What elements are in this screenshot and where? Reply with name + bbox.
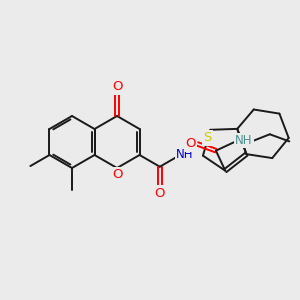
- Text: NH: NH: [176, 148, 194, 161]
- Text: O: O: [185, 137, 196, 151]
- Text: O: O: [154, 187, 165, 200]
- Text: O: O: [112, 80, 122, 93]
- Text: O: O: [112, 169, 122, 182]
- Text: NH: NH: [176, 148, 194, 161]
- Text: NH: NH: [235, 134, 253, 147]
- Text: O: O: [154, 187, 165, 200]
- Text: O: O: [112, 80, 122, 93]
- Text: NH: NH: [235, 134, 253, 147]
- Text: S: S: [203, 131, 212, 144]
- Text: S: S: [203, 131, 212, 144]
- Text: O: O: [185, 137, 196, 151]
- Text: O: O: [112, 169, 122, 182]
